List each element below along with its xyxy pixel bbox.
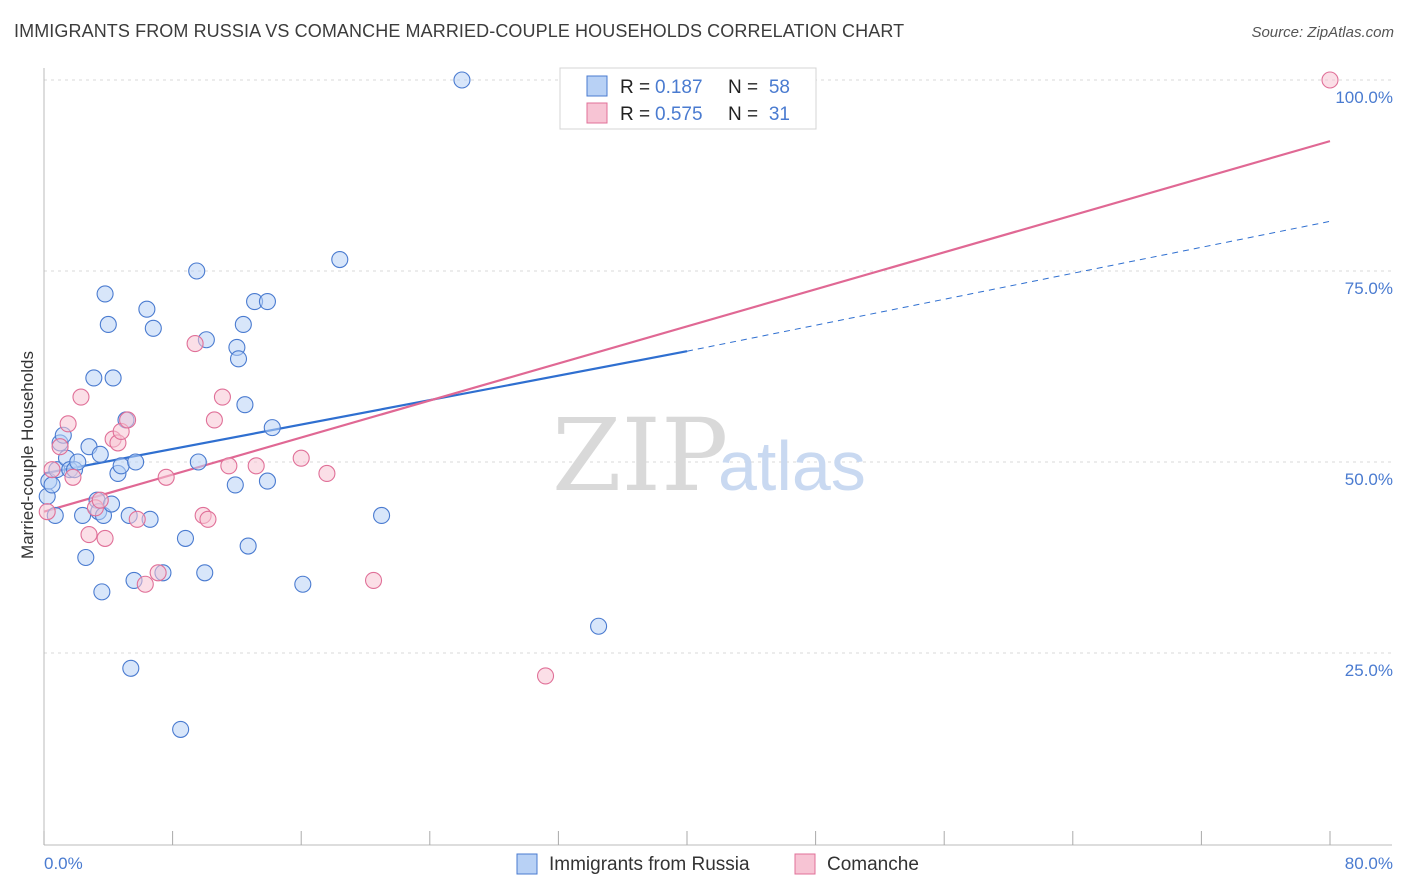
y-tick-labels: 25.0% 50.0% 75.0% 100.0% [1335, 88, 1393, 680]
comanche-point [136, 575, 154, 593]
russia-point [226, 476, 244, 494]
bottom-legend-label: Immigrants from Russia [549, 854, 750, 875]
russia-point [69, 453, 87, 471]
russia-point [331, 250, 349, 269]
russia-point [74, 506, 92, 525]
russia-point [104, 369, 122, 387]
axes [43, 68, 1392, 846]
comanche-point [59, 415, 77, 433]
comanche-point [205, 411, 223, 429]
russia-point [263, 419, 281, 437]
bottom-legend-label: Comanche [827, 854, 919, 875]
russia-point [99, 315, 117, 334]
russia-point [85, 369, 103, 387]
russia-point [590, 617, 608, 635]
comanche-point [364, 571, 383, 589]
comanche-point [1321, 71, 1339, 89]
russia-point [258, 472, 276, 490]
russia-point [196, 564, 214, 582]
russia-point [172, 720, 190, 738]
russia-point [234, 315, 252, 334]
comanche-point [149, 564, 167, 582]
trend-line-comanche [43, 140, 1331, 513]
legend-box: R = 0.187 N = 58 R = 0.575 N = 31 [559, 67, 817, 130]
x-tick-label-max: 80.0% [1345, 854, 1393, 873]
source-label: Source: ZipAtlas.com [1251, 24, 1394, 41]
comanche-point [72, 388, 90, 406]
comanche-point [186, 335, 204, 353]
russia-point [91, 445, 109, 463]
russia-point [373, 506, 391, 525]
comanche-point [96, 529, 114, 547]
y-tick-label: 25.0% [1345, 661, 1393, 680]
trend-line-russia [43, 350, 688, 475]
comanche-point [64, 468, 82, 486]
x-tick-labels: 0.0% 80.0% [44, 854, 1393, 873]
russia-point [229, 350, 248, 368]
bottom-legend-swatch [794, 853, 816, 875]
legend-r-label: R = [620, 104, 650, 125]
comanche-point [292, 449, 310, 467]
y-tick-label: 100.0% [1335, 88, 1393, 107]
russia-point [43, 476, 61, 494]
russia-point [294, 575, 312, 593]
comanche-point [38, 503, 56, 521]
legend-swatch [586, 75, 608, 97]
russia-point [144, 319, 162, 337]
comanche-point [80, 526, 98, 544]
russia-point [138, 300, 156, 318]
legend-swatch [586, 102, 608, 124]
russia-point [112, 457, 130, 475]
legend-n-label: N = [728, 104, 758, 125]
russia-point [127, 453, 145, 471]
comanche-point [51, 438, 69, 456]
watermark-atlas: atlas [718, 427, 866, 505]
comanche-point [119, 411, 137, 429]
grid-lines [44, 79, 1392, 654]
legend-n-label: N = [728, 77, 758, 98]
russia-point [122, 659, 140, 677]
legend-r-value: 0.575 [655, 104, 703, 125]
comanche-point [536, 667, 555, 685]
comanche-point [43, 461, 61, 479]
russia-point [176, 529, 195, 547]
bottom-legend: Immigrants from Russia Comanche [516, 853, 919, 875]
comanche-point [220, 457, 238, 475]
russia-point [188, 262, 206, 280]
comanche-point [213, 388, 231, 406]
watermark-zip: ZIP [552, 397, 728, 514]
russia-point [258, 293, 276, 311]
russia-point [453, 71, 471, 89]
legend-r-value: 0.187 [655, 77, 703, 98]
trend-line-extension [686, 220, 1331, 352]
chart-title: IMMIGRANTS FROM RUSSIA VS COMANCHE MARRI… [14, 21, 905, 41]
russia-point [96, 285, 114, 303]
comanche-point [199, 510, 217, 528]
russia-point [239, 537, 257, 555]
russia-point [77, 548, 95, 567]
y-tick-label: 50.0% [1345, 470, 1393, 489]
comanche-point [318, 464, 336, 483]
trend-lines [43, 140, 1331, 513]
y-tick-label: 75.0% [1345, 279, 1393, 298]
russia-point [189, 453, 207, 471]
legend-r-label: R = [620, 77, 650, 98]
x-tick-label-min: 0.0% [44, 854, 83, 873]
comanche-point [157, 468, 175, 486]
russia-point [236, 396, 254, 414]
data-points [38, 71, 1339, 738]
russia-point [93, 583, 111, 601]
comanche-point [247, 457, 265, 475]
legend-n-value: 58 [769, 77, 790, 98]
legend-n-value: 31 [769, 104, 790, 125]
comanche-point [128, 510, 146, 528]
comanche-point [91, 491, 109, 509]
bottom-legend-swatch [516, 853, 538, 875]
